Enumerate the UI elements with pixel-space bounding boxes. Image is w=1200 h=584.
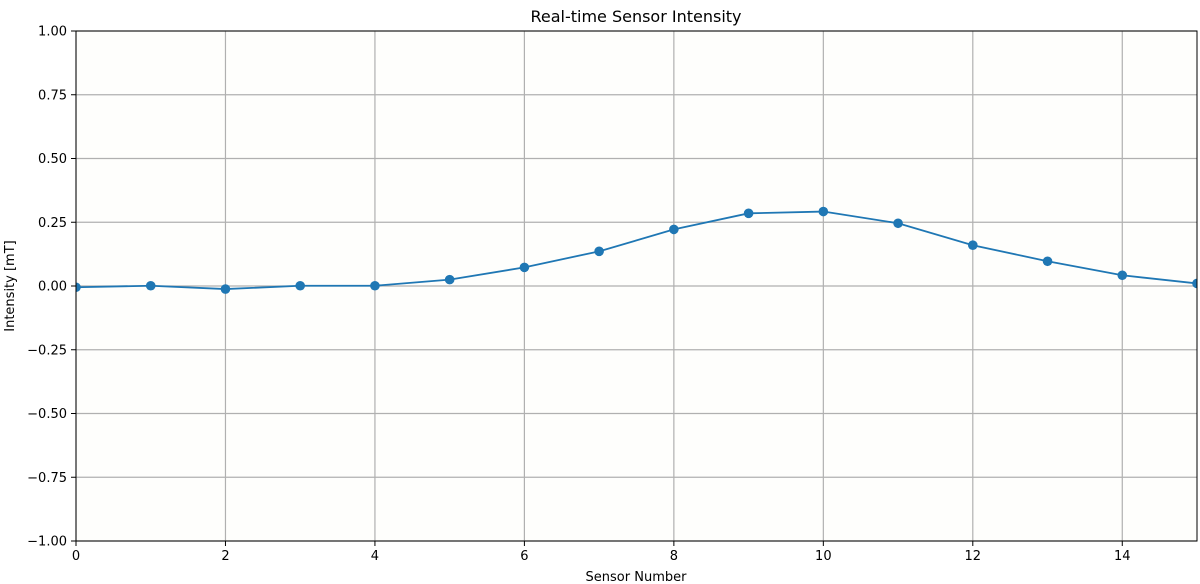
y-tick-label: 0.50 [38, 152, 67, 167]
data-point [669, 224, 679, 235]
y-tick-label: 1.00 [38, 25, 67, 40]
data-point [1192, 278, 1197, 289]
x-tick-label: 14 [1114, 549, 1131, 564]
data-point [370, 280, 380, 291]
data-point [295, 280, 306, 291]
data-point [893, 218, 903, 229]
series-line [76, 210, 1197, 290]
data-point [444, 274, 455, 285]
chart-title: Real-time Sensor Intensity [530, 7, 741, 26]
x-tick-label: 6 [520, 549, 528, 564]
data-point [818, 206, 829, 217]
data-point [968, 240, 978, 250]
data-point [1117, 270, 1128, 281]
y-axis-ticks: −1.00 −0.75 −0.50 −0.25 0.00 0.25 0.50 0.75 1.00 [27, 25, 76, 550]
y-tick-label: 0.25 [38, 216, 67, 231]
y-axis-label: Intensity [mT] [3, 240, 18, 331]
data-point [594, 246, 604, 257]
x-axis-ticks: 0 2 4 6 8 10 12 14 [72, 541, 1131, 564]
y-tick-label: 0.75 [38, 88, 67, 103]
y-tick-label: −0.25 [27, 343, 67, 358]
y-tick-label: −0.50 [27, 407, 67, 422]
data-point [1042, 256, 1053, 267]
x-tick-label: 8 [670, 549, 678, 564]
y-tick-label: −0.75 [27, 471, 67, 486]
data-point [76, 282, 81, 293]
data-point [743, 208, 754, 219]
x-axis-label: Sensor Number [586, 570, 688, 584]
x-tick-label: 0 [72, 549, 80, 564]
x-tick-label: 4 [371, 549, 379, 564]
series-clipped [76, 206, 1197, 294]
series-layer [76, 206, 1197, 294]
x-tick-label: 10 [815, 549, 832, 564]
y-tick-label: −1.00 [27, 535, 67, 550]
y-tick-label: 0.00 [38, 280, 67, 295]
x-tick-label: 12 [965, 549, 982, 564]
x-tick-label: 2 [221, 549, 229, 564]
data-point [220, 284, 231, 294]
data-point [145, 280, 156, 291]
data-point [519, 262, 530, 273]
